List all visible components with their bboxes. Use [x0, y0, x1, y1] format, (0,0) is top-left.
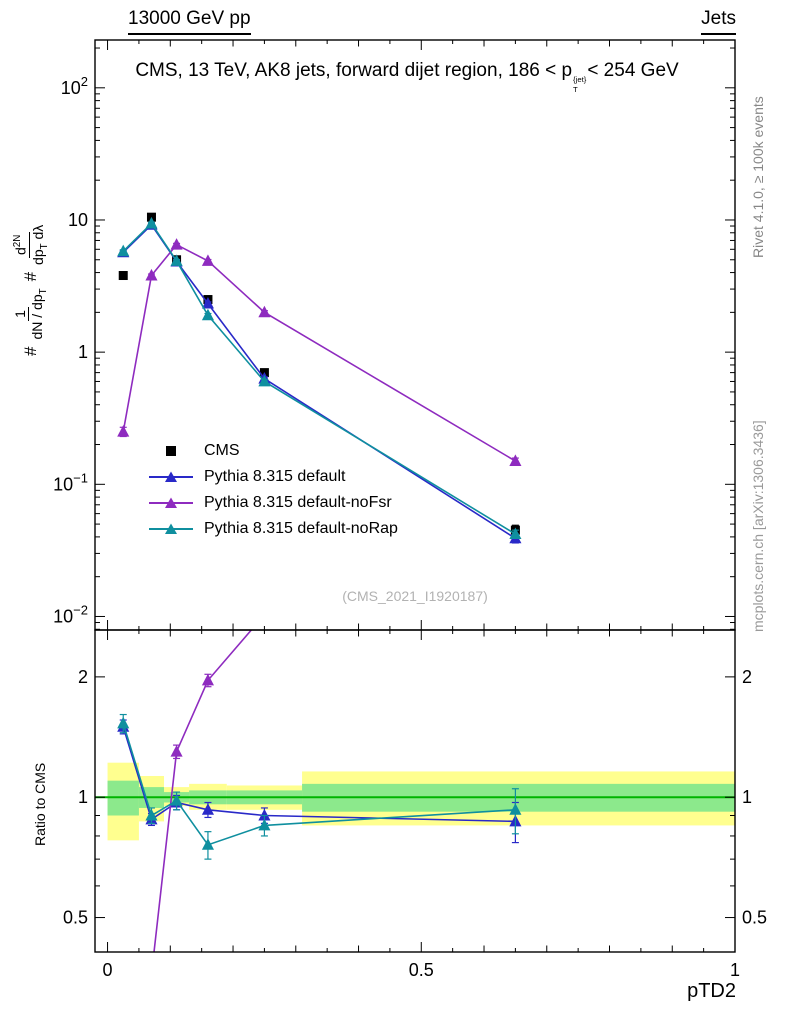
svg-text:2: 2 — [742, 667, 752, 687]
svg-text:10: 10 — [68, 210, 88, 230]
svg-text:0.5: 0.5 — [742, 908, 767, 928]
legend-label-pythia-default: Pythia 8.315 default — [204, 468, 346, 485]
pythia-nofsr-marker-icon — [146, 495, 196, 511]
plot-title: CMS, 13 TeV, AK8 jets, forward dijet reg… — [76, 60, 738, 95]
svg-text:102: 102 — [61, 74, 88, 98]
legend-label-pythia-norap: Pythia 8.315 default-noRap — [204, 520, 398, 537]
rivet-version-note: Rivet 4.1.0, ≥ 100k events — [750, 96, 766, 258]
legend-label-cms: CMS — [204, 442, 240, 459]
plot-title-prefix: CMS, 13 TeV, AK8 jets, forward dijet reg… — [135, 60, 573, 81]
x-axis-label: pTD2 — [687, 980, 736, 1002]
svg-text:10−2: 10−2 — [53, 602, 88, 626]
plot-title-suffix: < 254 GeV — [587, 60, 679, 81]
svg-text:1: 1 — [78, 787, 88, 807]
pythia-norap-marker-icon — [146, 521, 196, 537]
main-y-axis-label: #1 dN / dpT # d2N dpT dλ — [12, 224, 50, 356]
svg-text:0.5: 0.5 — [409, 960, 434, 980]
analysis-topic-label: Jets — [701, 8, 736, 35]
svg-text:1: 1 — [730, 960, 740, 980]
svg-text:1: 1 — [742, 787, 752, 807]
beam-energy-label: 13000 GeV pp — [128, 8, 251, 35]
svg-text:0.5: 0.5 — [63, 908, 88, 928]
mcplots-arxiv-note: mcplots.cern.ch [arXiv:1306.3436] — [750, 420, 766, 632]
plot-title-sub: T — [573, 85, 578, 94]
ratio-y-axis-label: Ratio to CMS — [32, 762, 48, 846]
svg-text:10−1: 10−1 — [53, 470, 88, 494]
legend: CMS Pythia 8.315 default Pythia 8.315 de… — [146, 438, 398, 542]
legend-label-pythia-nofsr: Pythia 8.315 default-noFsr — [204, 494, 392, 511]
svg-text:0: 0 — [103, 960, 113, 980]
plot-title-supsub: {jet} T — [573, 75, 586, 95]
svg-text:1: 1 — [78, 342, 88, 362]
svg-text:2: 2 — [78, 667, 88, 687]
legend-item-cms: CMS — [146, 438, 398, 464]
legend-item-pythia-default: Pythia 8.315 default — [146, 464, 398, 490]
legend-item-pythia-norap: Pythia 8.315 default-noRap — [146, 516, 398, 542]
pythia-default-marker-icon — [146, 469, 196, 485]
analysis-id-watermark: (CMS_2021_I1920187) — [342, 588, 488, 604]
cms-square-marker-icon — [146, 443, 196, 459]
legend-item-pythia-nofsr: Pythia 8.315 default-noFsr — [146, 490, 398, 516]
plot-title-sup: {jet} — [573, 75, 587, 84]
